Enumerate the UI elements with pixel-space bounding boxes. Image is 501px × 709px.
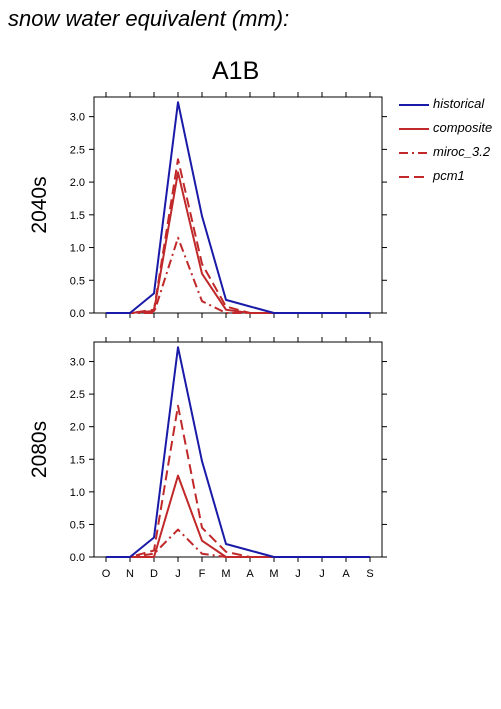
panel-2040s-row-label: 2040s: [28, 176, 51, 233]
panel-2080s-xtick-label: M: [221, 568, 230, 580]
panel-2040s-ytick-label: 0.0: [70, 308, 85, 320]
panel-2080s-series-pcm1: [106, 404, 370, 558]
panel-2080s-xtick-label: S: [366, 568, 373, 580]
panel-2080s-frame: [93, 341, 383, 558]
panel-2040s-series-historical: [106, 101, 370, 314]
panel-2040s-ytick-label: 1.0: [70, 243, 85, 255]
panel-2040s-ytick-label: 3.0: [70, 112, 85, 124]
scenario-title: A1B: [212, 57, 260, 85]
panel-2080s-ytick-label: 0.0: [70, 552, 85, 564]
figure-title: snow water equivalent (mm):: [8, 6, 290, 31]
panel-2080s-xtick-label: O: [102, 568, 111, 580]
panel-2080s-xtick-label: J: [295, 568, 301, 580]
panel-2040s-series-miroc-3-2: [106, 236, 370, 314]
panel-2080s-ytick-label: 1.5: [70, 454, 85, 466]
legend-item-pcm1: pcm1: [399, 168, 501, 192]
panel-2040s-series-composite: [106, 171, 370, 314]
panel-2080s-row-label: 2080s: [28, 421, 51, 478]
panel-2080s-ytick-label: 2.0: [70, 422, 85, 434]
panel-2040s-ytick-label: 2.5: [70, 144, 85, 156]
legend-swatch-pcm1: [399, 176, 429, 178]
panel-2080s-xtick-label: J: [319, 568, 325, 580]
panel-2080s-ytick-label: 3.0: [70, 357, 85, 369]
legend-label-composite: composite: [433, 120, 493, 135]
panel-2040s-ytick-label: 1.5: [70, 210, 85, 222]
legend: historical composite miroc_3.2 pcm1: [399, 96, 501, 192]
legend-item-historical: historical: [399, 96, 501, 120]
legend-label-pcm1: pcm1: [433, 168, 465, 183]
panel-2080s-xtick-label: J: [175, 568, 181, 580]
panel-2080s-ytick-label: 1.0: [70, 487, 85, 499]
legend-item-miroc: miroc_3.2: [399, 144, 501, 168]
legend-item-composite: composite: [399, 120, 501, 144]
panel-2040s-ytick-label: 2.0: [70, 177, 85, 189]
panel-2040s-series-pcm1: [106, 158, 370, 314]
panel-2040s-frame: [93, 96, 383, 314]
legend-label-historical: historical: [433, 96, 485, 111]
legend-swatch-miroc: [399, 152, 429, 154]
panel-2080s-xtick-label: A: [342, 568, 350, 580]
legend-label-miroc: miroc_3.2: [433, 144, 491, 159]
legend-swatch-historical: [399, 104, 429, 106]
panel-2080s-series-historical: [106, 346, 370, 558]
panel-2080s-xtick-label: N: [126, 568, 134, 580]
panel-2080s-xtick-label: F: [199, 568, 206, 580]
panel-2040s-ytick-label: 0.5: [70, 275, 85, 287]
panel-2080s-ytick-label: 2.5: [70, 389, 85, 401]
panel-2080s-xtick-label: A: [246, 568, 254, 580]
panel-2080s-xtick-label: M: [269, 568, 278, 580]
panel-2080s-xtick-label: D: [150, 568, 158, 580]
panel-2080s-ytick-label: 0.5: [70, 519, 85, 531]
legend-swatch-composite: [399, 128, 429, 130]
